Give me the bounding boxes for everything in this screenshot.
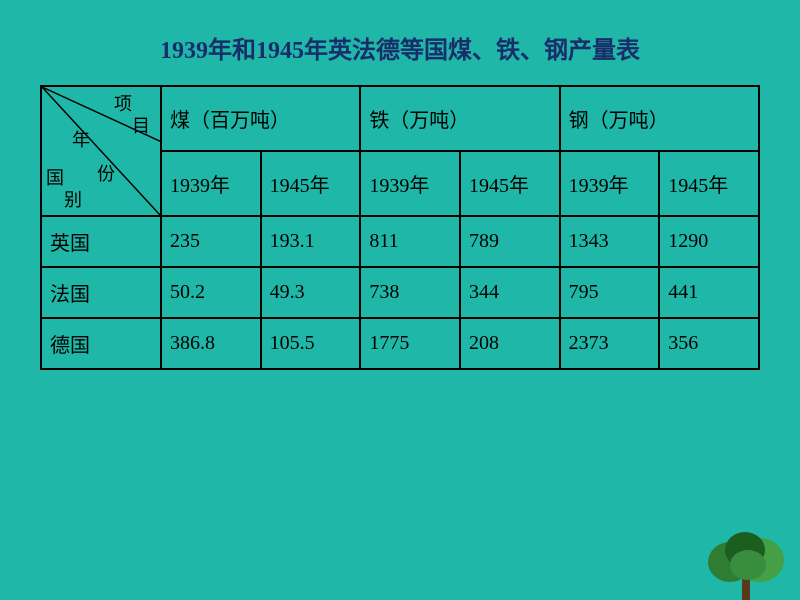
data-cell: 1343 bbox=[560, 216, 660, 267]
table-row: 英国 235 193.1 811 789 1343 1290 bbox=[41, 216, 759, 267]
year-steel-1945: 1945年 bbox=[659, 151, 759, 216]
corner-label-mu: 目 bbox=[132, 117, 150, 135]
data-cell: 789 bbox=[460, 216, 560, 267]
year-steel-1939: 1939年 bbox=[560, 151, 660, 216]
data-cell: 50.2 bbox=[161, 267, 261, 318]
diagonal-lines bbox=[42, 87, 160, 215]
data-cell: 2373 bbox=[560, 318, 660, 369]
corner-cell: 项 目 年 份 国 别 bbox=[41, 86, 161, 216]
header-row-1: 项 目 年 份 国 别 煤（百万吨） 铁（万吨） 钢（万吨） bbox=[41, 86, 759, 151]
tree-icon bbox=[700, 520, 790, 600]
table-row: 德国 386.8 105.5 1775 208 2373 356 bbox=[41, 318, 759, 369]
data-cell: 738 bbox=[360, 267, 460, 318]
data-cell: 811 bbox=[360, 216, 460, 267]
country-cell: 英国 bbox=[41, 216, 161, 267]
production-table: 项 目 年 份 国 别 煤（百万吨） 铁（万吨） 钢（万吨） 1939年 194… bbox=[40, 85, 760, 370]
data-cell: 344 bbox=[460, 267, 560, 318]
corner-label-country: 国 bbox=[46, 169, 64, 187]
year-coal-1945: 1945年 bbox=[261, 151, 361, 216]
header-iron: 铁（万吨） bbox=[360, 86, 559, 151]
page-title: 1939年和1945年英法德等国煤、铁、钢产量表 bbox=[0, 0, 800, 85]
data-cell: 235 bbox=[161, 216, 261, 267]
corner-label-bie: 别 bbox=[64, 191, 82, 209]
data-cell: 795 bbox=[560, 267, 660, 318]
table-row: 法国 50.2 49.3 738 344 795 441 bbox=[41, 267, 759, 318]
data-cell: 386.8 bbox=[161, 318, 261, 369]
data-cell: 208 bbox=[460, 318, 560, 369]
year-iron-1939: 1939年 bbox=[360, 151, 460, 216]
data-cell: 1775 bbox=[360, 318, 460, 369]
country-cell: 德国 bbox=[41, 318, 161, 369]
data-cell: 49.3 bbox=[261, 267, 361, 318]
data-cell: 193.1 bbox=[261, 216, 361, 267]
corner-label-year: 年 bbox=[72, 131, 90, 149]
header-steel: 钢（万吨） bbox=[560, 86, 759, 151]
corner-label-project: 项 bbox=[114, 95, 132, 113]
year-iron-1945: 1945年 bbox=[460, 151, 560, 216]
data-cell: 1290 bbox=[659, 216, 759, 267]
header-coal: 煤（百万吨） bbox=[161, 86, 360, 151]
data-cell: 356 bbox=[659, 318, 759, 369]
corner-label-fen: 份 bbox=[97, 165, 115, 183]
data-cell: 441 bbox=[659, 267, 759, 318]
year-coal-1939: 1939年 bbox=[161, 151, 261, 216]
country-cell: 法国 bbox=[41, 267, 161, 318]
data-cell: 105.5 bbox=[261, 318, 361, 369]
